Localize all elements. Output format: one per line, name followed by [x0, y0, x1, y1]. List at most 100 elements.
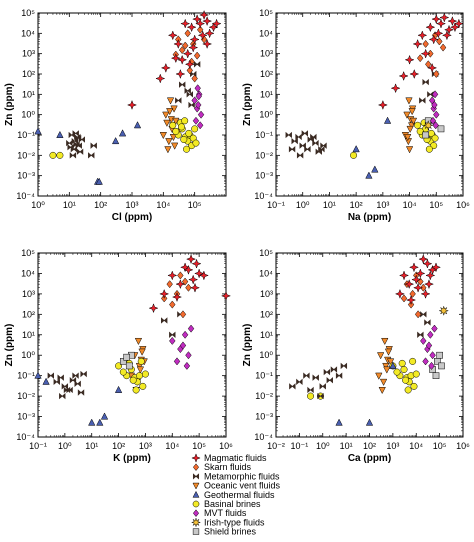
data-point-geothermal [352, 145, 360, 153]
data-point-mvt [431, 90, 439, 99]
x-tick-label: 10² [363, 441, 376, 451]
data-point-oceanic [166, 108, 174, 116]
data-point-geothermal [100, 412, 109, 420]
data-point-magmatic [441, 30, 452, 41]
data-point-basinal [191, 125, 199, 133]
data-point-basinal [169, 121, 177, 129]
data-point-basinal [178, 123, 185, 131]
data-point-metamorphic [72, 130, 79, 137]
data-point-metamorphic [317, 392, 324, 400]
data-point-mvt [433, 110, 440, 119]
data-point-skarn [191, 74, 198, 83]
data-point-basinal [404, 386, 412, 394]
y-tick-label: 10² [260, 309, 273, 319]
legend-label: Basinal brines [204, 499, 261, 509]
data-point-magmatic [170, 53, 181, 64]
legend-marker-shield [192, 528, 200, 535]
data-point-magmatic [433, 28, 444, 39]
data-point-magmatic [173, 38, 184, 50]
data-point-geothermal [96, 418, 104, 426]
data-point-magmatic [175, 68, 186, 80]
y-tick-label: 10¹ [260, 330, 273, 340]
x-tick-label: 10⁻² [267, 441, 285, 451]
series-magmatic [148, 254, 232, 314]
data-point-oceanic [379, 378, 388, 386]
data-point-magmatic [186, 254, 197, 265]
data-point-mvt [173, 357, 181, 366]
data-point-oceanic [403, 111, 411, 119]
data-point-magmatic [167, 270, 178, 281]
data-point-oceanic [406, 125, 414, 134]
data-point-geothermal [42, 377, 50, 385]
legend-item-magmatic: Magmatic fluids [191, 453, 267, 463]
legend-marker-oceanic [192, 482, 200, 490]
legend-label: MVT fluids [204, 508, 247, 518]
data-point-metamorphic [285, 131, 292, 139]
data-point-skarn [417, 54, 424, 63]
data-point-skarn [439, 43, 447, 52]
data-point-irish [422, 119, 434, 131]
data-point-metamorphic [419, 97, 426, 104]
data-point-metamorphic [69, 152, 77, 159]
data-point-oceanic [163, 119, 171, 127]
data-point-shield [422, 131, 429, 139]
data-point-magmatic [171, 292, 183, 303]
series-magmatic [394, 254, 442, 306]
y-axis-label: Zn (ppm) [242, 324, 253, 367]
legend-label: Oceanic vent fluids [204, 481, 281, 491]
data-point-oceanic [405, 97, 413, 105]
chart-panel-2: 10⁻¹ 10⁰ 10¹ 10² 10³ 10⁴ 10⁵ 10⁶ 10⁻⁴ 10⁻³ 10⁻² 10⁻… [242, 8, 470, 223]
data-point-magmatic [377, 99, 388, 111]
data-point-magmatic [453, 18, 464, 29]
data-point-metamorphic [175, 97, 182, 104]
data-point-metamorphic [312, 139, 319, 147]
data-point-shield [437, 125, 445, 133]
data-point-metamorphic [320, 142, 327, 149]
chart-panel-4: 10⁻² 10⁻¹ 10⁰ 10¹ 10² 10³ 10⁴ 10⁵ 10⁶ 10⁻⁴ 10⁻³ 10⁻… [242, 248, 470, 464]
data-point-geothermal [365, 171, 373, 179]
data-point-skarn [166, 280, 173, 289]
data-point-basinal [119, 368, 127, 376]
data-point-skarn [400, 294, 408, 303]
data-point-basinal [416, 127, 424, 135]
data-point-basinal [141, 370, 149, 378]
data-point-metamorphic [161, 317, 168, 324]
x-tick-label: 10³ [139, 441, 152, 451]
data-points [289, 254, 450, 426]
y-tick-label: 10⁻³ [17, 412, 35, 422]
data-point-magmatic [435, 18, 447, 29]
data-point-magmatic [148, 303, 159, 314]
series-metamorphic [66, 61, 201, 159]
data-point-mvt [429, 351, 436, 360]
data-point-magmatic [415, 268, 426, 279]
data-point-mvt [191, 96, 198, 105]
y-tick-label: 10⁵ [21, 248, 35, 258]
data-point-skarn [420, 283, 427, 292]
x-tick-label: 10¹ [340, 441, 353, 451]
data-point-oceanic [166, 97, 175, 105]
data-point-magmatic [413, 282, 424, 293]
data-point-geothermal [133, 121, 142, 129]
data-point-skarn [422, 39, 429, 48]
data-point-magmatic [180, 18, 191, 29]
data-points [34, 9, 222, 185]
data-point-oceanic [164, 146, 172, 154]
series-irish [422, 119, 434, 131]
series-geothermal [352, 116, 392, 179]
data-point-basinal [398, 359, 406, 367]
y-tick-label: 10⁻¹ [255, 371, 273, 381]
data-point-mvt [194, 84, 201, 93]
series-geothermal [34, 371, 123, 426]
series-geothermal [335, 361, 397, 426]
data-point-metamorphic [301, 130, 309, 137]
series-magmatic [377, 12, 464, 111]
legend-marker-mvt [192, 509, 200, 518]
data-point-metamorphic [330, 366, 338, 373]
data-point-metamorphic [53, 378, 60, 386]
data-point-geothermal [383, 116, 392, 124]
data-point-magmatic [404, 279, 415, 290]
series-mvt [191, 84, 205, 130]
y-tick-label: 10⁵ [21, 8, 35, 18]
series-irish [438, 305, 450, 317]
data-point-basinal [425, 145, 433, 153]
